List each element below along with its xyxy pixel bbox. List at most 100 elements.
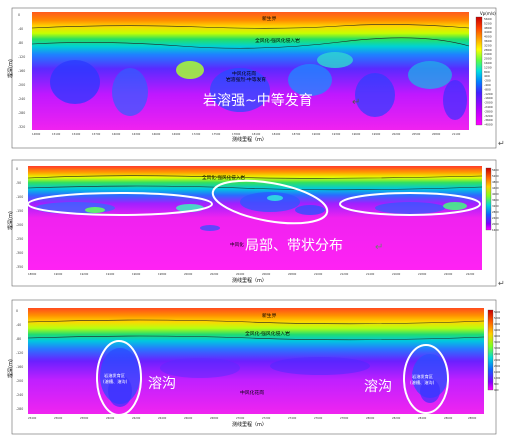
svg-text:2800: 2800 (494, 353, 501, 356)
svg-text:15100: 15100 (52, 132, 61, 136)
panel-1-y-axis-label: 埋深(m) (7, 59, 14, 78)
svg-text:27400: 27400 (288, 416, 297, 420)
panel-3-callout-left: 溶沟 (148, 376, 176, 392)
svg-text:18800: 18800 (28, 272, 37, 276)
panel-1-mid-label-1: 中风化花岗 (232, 70, 256, 77)
svg-text:-280: -280 (16, 407, 23, 411)
svg-text:2000: 2000 (492, 222, 499, 226)
panel-3-x-ticks: 25400 25600 25800 26000 26200 26400 2660… (28, 416, 477, 420)
panel-1-x-ticks: 14800 15100 15400 15700 16000 16300 1660… (32, 132, 461, 136)
svg-text:3600: 3600 (492, 198, 499, 202)
svg-text:-200: -200 (16, 379, 23, 383)
svg-text:14800: 14800 (32, 132, 41, 136)
panel-3-ellipse-right-text-2: (溶槽、溶沟) (410, 379, 435, 386)
svg-text:2400: 2400 (484, 52, 492, 56)
svg-text:-250: -250 (16, 237, 23, 241)
svg-text:4400: 4400 (494, 329, 501, 332)
svg-text:-400: -400 (484, 83, 491, 87)
svg-text:20200: 20200 (392, 132, 401, 136)
svg-text:20400: 20400 (236, 272, 245, 276)
svg-text:4400: 4400 (484, 30, 492, 34)
panel-3-ellipse-left (96, 340, 142, 416)
svg-text:-1200: -1200 (484, 92, 493, 96)
panel-3-ellipse-right (403, 344, 449, 414)
panel-1-x-axis-label: 测线里程（m） (232, 136, 267, 143)
panel-3-boundary-lower (27, 335, 485, 341)
svg-text:26400: 26400 (158, 416, 167, 420)
svg-text:400: 400 (494, 389, 499, 392)
svg-text:1600: 1600 (492, 228, 499, 232)
svg-text:16000: 16000 (112, 132, 121, 136)
svg-text:27000: 27000 (236, 416, 245, 420)
panel-1-return-mark: ↵ (352, 97, 360, 108)
svg-text:-3200: -3200 (484, 114, 493, 118)
svg-text:3600: 3600 (484, 39, 492, 43)
panel-2-end-mark: ↵ (498, 279, 505, 288)
svg-text:0: 0 (16, 167, 18, 171)
svg-text:20800: 20800 (288, 272, 297, 276)
panel-2: 全风化-强风化侵入岩 中风化 局部、带状分布 ↵ 埋深(m) 测线里程（m） 0… (0, 158, 510, 290)
panel-2-boundary-upper (27, 175, 483, 179)
panel-3-ellipse-left-text-2: (溶槽、溶沟) (103, 378, 128, 385)
svg-text:20800: 20800 (432, 132, 441, 136)
svg-text:21600: 21600 (392, 272, 401, 276)
svg-text:19000: 19000 (54, 272, 63, 276)
svg-text:-320: -320 (18, 125, 25, 129)
svg-text:16300: 16300 (132, 132, 141, 136)
panel-3-anomalies (100, 348, 448, 407)
svg-text:2400: 2400 (494, 359, 501, 362)
svg-text:18100: 18100 (252, 132, 261, 136)
svg-text:400: 400 (484, 74, 490, 78)
svg-text:16900: 16900 (172, 132, 181, 136)
svg-text:17500: 17500 (212, 132, 221, 136)
svg-text:800: 800 (484, 70, 490, 74)
svg-text:2000: 2000 (494, 365, 501, 368)
svg-text:21000: 21000 (314, 272, 323, 276)
svg-text:26200: 26200 (132, 416, 141, 420)
svg-text:0: 0 (16, 309, 18, 313)
svg-text:26600: 26600 (184, 416, 193, 420)
svg-text:4800: 4800 (494, 323, 501, 326)
panel-1: 新生界 全风化-强风化侵入岩 中风化花岗 岩溶强烈-中等发育 岩溶强~中等发育 … (0, 0, 510, 150)
svg-text:18400: 18400 (272, 132, 281, 136)
svg-text:21200: 21200 (340, 272, 349, 276)
svg-text:800: 800 (494, 383, 499, 386)
svg-text:-50: -50 (16, 181, 21, 185)
panel-1-callout: 岩溶强~中等发育 (203, 92, 313, 109)
svg-text:5200: 5200 (492, 174, 499, 178)
svg-text:5200: 5200 (484, 21, 492, 25)
svg-text:28200: 28200 (392, 416, 401, 420)
svg-text:3200: 3200 (484, 43, 492, 47)
svg-text:2400: 2400 (492, 216, 499, 220)
svg-text:19300: 19300 (332, 132, 341, 136)
panel-3-y-ticks: 0 -40 -80 -120 -160 -200 -240 -280 (16, 309, 23, 411)
svg-text:20000: 20000 (184, 272, 193, 276)
panel-3: 新生界 全风化-强风化侵入岩 中风化花岗 岩溶发育区 (溶槽、溶沟) 岩溶发育区… (0, 296, 510, 436)
svg-text:-100: -100 (16, 195, 23, 199)
svg-text:4800: 4800 (484, 26, 492, 30)
panel-2-return-mark: ↵ (375, 242, 383, 253)
svg-text:20200: 20200 (210, 272, 219, 276)
svg-text:3200: 3200 (492, 204, 499, 208)
panel-2-legend-ticks: 5600 5200 4800 4400 4000 3600 3200 2800 … (492, 168, 499, 232)
svg-text:-200: -200 (18, 83, 25, 87)
svg-text:19800: 19800 (158, 272, 167, 276)
svg-text:-240: -240 (16, 393, 23, 397)
svg-text:-150: -150 (16, 209, 23, 213)
panel-3-x-axis-label: 测线里程（m） (232, 421, 267, 428)
svg-text:4000: 4000 (494, 335, 501, 338)
svg-text:-2800: -2800 (484, 109, 493, 113)
svg-text:-2000: -2000 (484, 101, 493, 105)
panel-2-svg: 全风化-强风化侵入岩 中风化 局部、带状分布 ↵ 埋深(m) 测线里程（m） 0… (7, 159, 505, 288)
svg-text:4000: 4000 (492, 192, 499, 196)
svg-text:15700: 15700 (92, 132, 101, 136)
svg-text:28600: 28600 (444, 416, 453, 420)
svg-text:-3600: -3600 (484, 118, 493, 122)
panel-2-ellipse-left (27, 192, 213, 216)
svg-text:19000: 19000 (312, 132, 321, 136)
svg-text:-240: -240 (18, 97, 25, 101)
svg-text:17800: 17800 (232, 132, 241, 136)
panel-2-ellipse-right (339, 192, 481, 216)
svg-text:27200: 27200 (262, 416, 271, 420)
svg-text:19900: 19900 (372, 132, 381, 136)
